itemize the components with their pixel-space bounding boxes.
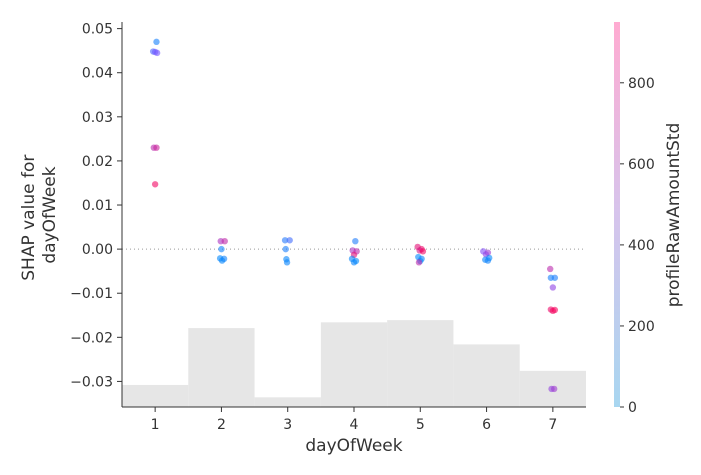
- scatter-points: [149, 38, 559, 393]
- scatter-point: [283, 259, 291, 266]
- histogram-bars: [122, 320, 586, 407]
- scatter-point: [550, 385, 558, 393]
- histogram-bar: [254, 397, 321, 407]
- x-tick-label: 2: [217, 417, 226, 433]
- scatter-point: [282, 245, 289, 253]
- x-tick-label: 7: [548, 417, 557, 433]
- scatter-point: [221, 237, 228, 245]
- histogram-bar: [188, 328, 255, 407]
- scatter-point: [551, 274, 559, 281]
- y-axis-label: SHAP value for dayOfWeek: [19, 149, 60, 280]
- scatter-point: [419, 248, 427, 255]
- y-tick-label: 0.04: [82, 66, 113, 82]
- scatter-point: [218, 257, 226, 264]
- x-tick-label: 3: [283, 417, 292, 433]
- y-tick-label: −0.02: [70, 330, 113, 346]
- y-axis-label-line-1: SHAP value for: [19, 155, 39, 281]
- x-tick-label: 6: [482, 417, 491, 433]
- y-axis-label-line-2: dayOfWeek: [40, 166, 60, 263]
- x-tick-label: 1: [151, 417, 160, 433]
- scatter-point: [350, 259, 358, 266]
- scatter-point: [415, 259, 423, 266]
- scatter-point: [547, 265, 554, 273]
- colorbar-tick-label: 400: [628, 238, 655, 254]
- scatter-point: [286, 237, 293, 244]
- y-tick-label: −0.01: [70, 286, 113, 302]
- colorbar-tick-label: 0: [628, 400, 637, 416]
- y-tick-label: 0.01: [82, 198, 113, 214]
- scatter-point: [484, 257, 492, 264]
- x-tick-label: 4: [350, 417, 359, 433]
- scatter-point: [352, 237, 359, 245]
- y-tick-label: 0.03: [82, 110, 113, 126]
- y-tick-label: −0.03: [70, 374, 113, 390]
- x-tick-label: 5: [416, 417, 425, 433]
- scatter-point: [281, 237, 289, 244]
- colorbar: 0 200 400 600 800: [614, 22, 655, 416]
- y-tick-label: 0.02: [82, 154, 113, 170]
- y-tick-label: 0.05: [82, 22, 113, 38]
- scatter-point: [153, 49, 161, 57]
- scatter-point: [551, 306, 559, 314]
- colorbar-tick-label: 200: [628, 319, 655, 335]
- histogram-bar: [387, 320, 454, 407]
- colorbar-tick-label: 600: [628, 157, 655, 173]
- colorbar-gradient: [614, 22, 620, 407]
- colorbar-tick-label: 800: [628, 76, 655, 92]
- histogram-bar: [122, 384, 189, 407]
- scatter-point: [153, 38, 160, 46]
- scatter-point: [549, 284, 557, 291]
- histogram-bar: [453, 344, 520, 407]
- colorbar-label: profileRawAmountStd: [664, 123, 684, 308]
- y-tick-label: 0.00: [82, 242, 113, 258]
- histogram-bar: [320, 322, 388, 407]
- x-axis-label: dayOfWeek: [305, 436, 402, 456]
- scatter-point: [218, 245, 225, 253]
- axes: 0.05 0.04 0.03 0.02 0.01 0.00 −0.01 −0.02 −0.03 1…: [70, 22, 586, 433]
- scatter-point: [153, 144, 160, 151]
- scatter-point: [151, 181, 159, 188]
